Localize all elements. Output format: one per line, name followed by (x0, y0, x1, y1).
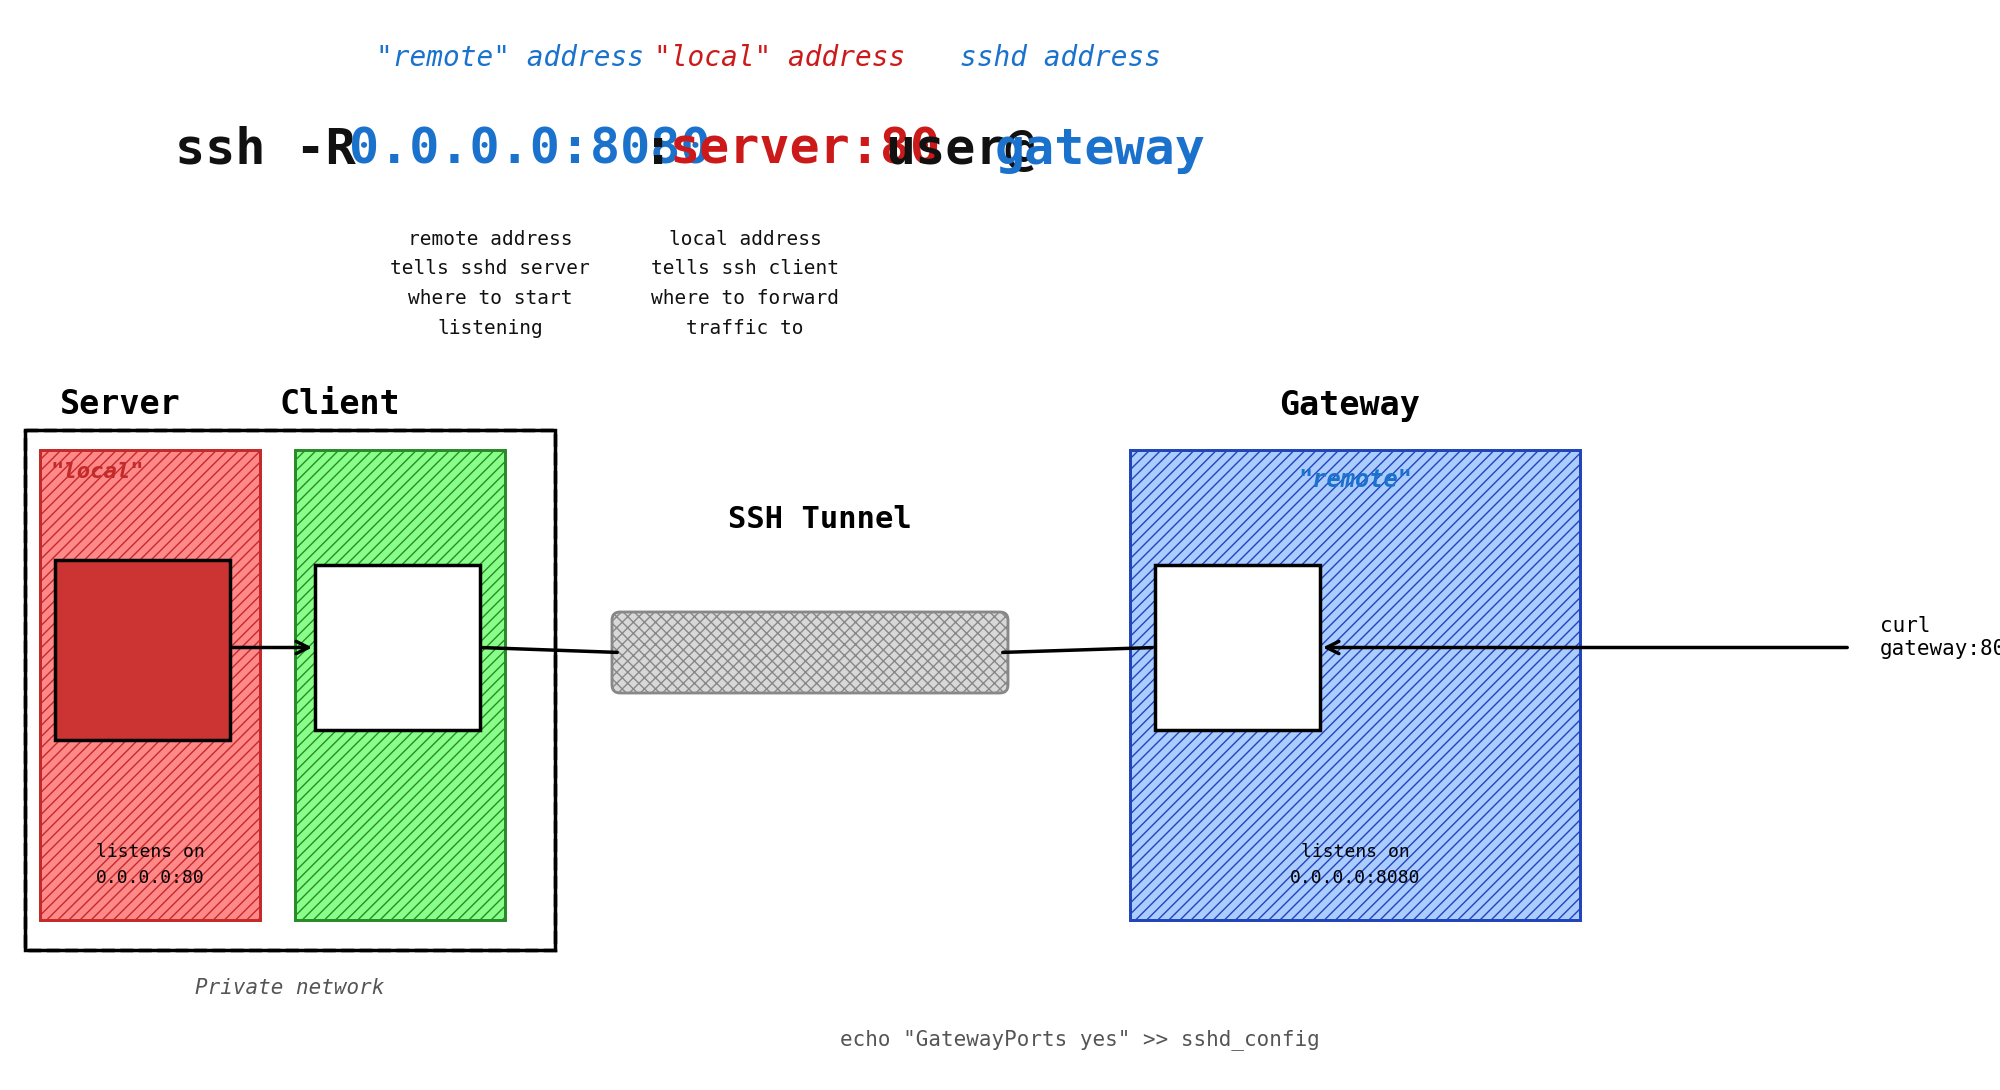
Text: Private network: Private network (196, 978, 384, 998)
Text: sshd address: sshd address (960, 44, 1160, 72)
Text: remote address
tells sshd server
where to start
listening: remote address tells sshd server where t… (390, 230, 590, 338)
Text: user@: user@ (884, 126, 1036, 174)
Text: SSH
client: SSH client (352, 621, 442, 674)
FancyBboxPatch shape (1156, 565, 1320, 730)
FancyBboxPatch shape (296, 450, 504, 920)
Text: "remote" address: "remote" address (376, 44, 644, 72)
FancyBboxPatch shape (612, 611, 1008, 693)
FancyBboxPatch shape (56, 560, 230, 740)
Text: server:80: server:80 (670, 126, 940, 174)
FancyBboxPatch shape (316, 565, 480, 730)
Text: curl
gateway:8080: curl gateway:8080 (1880, 616, 2000, 659)
FancyBboxPatch shape (1130, 450, 1580, 920)
Text: SSH
server: SSH server (1192, 621, 1282, 674)
Text: Server: Server (60, 388, 180, 422)
Text: :: : (642, 126, 674, 174)
Text: listens on
0.0.0.0:80: listens on 0.0.0.0:80 (96, 843, 204, 887)
Text: Gateway: Gateway (1280, 388, 1420, 422)
Text: "remote": "remote" (1298, 468, 1412, 492)
Text: SSH Tunnel: SSH Tunnel (728, 506, 912, 534)
Text: "local" address: "local" address (654, 44, 906, 72)
Text: ssh -R: ssh -R (174, 126, 356, 174)
Text: listens on
0.0.0.0:8080: listens on 0.0.0.0:8080 (1290, 843, 1420, 887)
Text: echo "GatewayPorts yes" >> sshd_config: echo "GatewayPorts yes" >> sshd_config (840, 1030, 1320, 1051)
Text: 0.0.0.0:8080: 0.0.0.0:8080 (350, 126, 710, 174)
FancyBboxPatch shape (40, 450, 260, 920)
Text: Client: Client (280, 388, 400, 422)
Text: "local": "local" (50, 462, 144, 482)
Text: local address
tells ssh client
where to forward
traffic to: local address tells ssh client where to … (652, 230, 840, 338)
Text: gateway: gateway (994, 126, 1206, 174)
Text: Web
server: Web server (92, 620, 192, 680)
